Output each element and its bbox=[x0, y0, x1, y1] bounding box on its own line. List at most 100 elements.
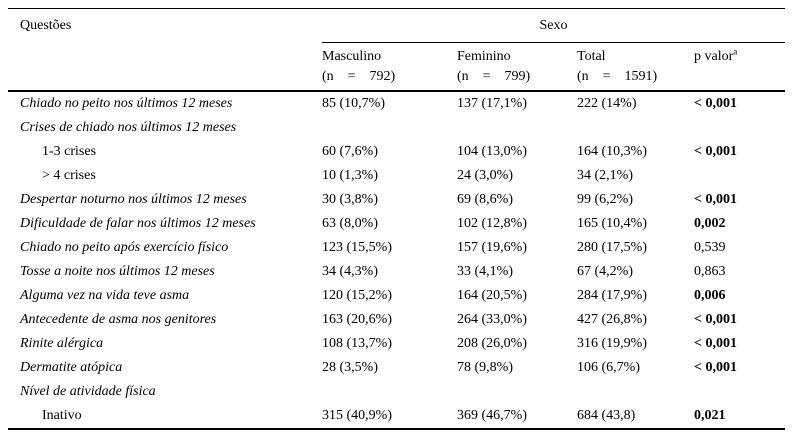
p-value: < 0,001 bbox=[694, 144, 737, 159]
p-value: 0,002 bbox=[694, 216, 726, 231]
masculino-value: 163 (20,6%) bbox=[322, 312, 392, 327]
header-row-group: Questões Sexo bbox=[8, 8, 785, 43]
total-value: 684 (43,8) bbox=[577, 408, 636, 423]
question-label: Tosse a noite nos últimos 12 meses bbox=[20, 264, 215, 279]
feminino-n: (n = 799) bbox=[457, 68, 531, 84]
question-label: Inativo bbox=[42, 408, 82, 423]
masculino-value: 108 (13,7%) bbox=[322, 336, 392, 351]
table-row: 1-3 crises 60 (7,6%) 104 (13,0%) 164 (10… bbox=[8, 140, 785, 164]
p-value: < 0,001 bbox=[694, 192, 737, 207]
table-row: Rinite alérgica 108 (13,7%) 208 (26,0%) … bbox=[8, 332, 785, 356]
questions-column-header: Questões bbox=[20, 17, 72, 33]
total-value bbox=[577, 380, 694, 404]
p-value: 0,863 bbox=[694, 264, 726, 279]
table-body: Chiado no peito nos últimos 12 meses 85 … bbox=[8, 91, 785, 429]
p-value bbox=[694, 380, 785, 404]
total-value: 222 (14%) bbox=[577, 96, 637, 111]
feminino-column-header: Feminino (n = 799) bbox=[457, 42, 577, 92]
masculino-value: 85 (10,7%) bbox=[322, 96, 385, 111]
masculino-value: 30 (3,8%) bbox=[322, 192, 378, 207]
masculino-value: 63 (8,0%) bbox=[322, 216, 378, 231]
question-label: Chiado no peito nos últimos 12 meses bbox=[20, 96, 233, 111]
masculino-column-header: Masculino (n = 792) bbox=[322, 42, 457, 92]
question-label: Chiado no peito após exercício físico bbox=[20, 240, 229, 255]
question-label: Rinite alérgica bbox=[20, 336, 104, 351]
total-value: 34 (2,1%) bbox=[577, 168, 633, 183]
table-row: Alguma vez na vida teve asma 120 (15,2%)… bbox=[8, 284, 785, 308]
masculino-value: 120 (15,2%) bbox=[322, 288, 392, 303]
feminino-value: 69 (8,6%) bbox=[457, 192, 513, 207]
p-value bbox=[694, 116, 785, 140]
total-value: 284 (17,9%) bbox=[577, 288, 647, 303]
total-value: 67 (4,2%) bbox=[577, 264, 633, 279]
question-label: Antecedente de asma nos genitores bbox=[20, 312, 217, 327]
pvalue-label-text: p valor bbox=[694, 49, 734, 64]
feminino-value: 33 (4,1%) bbox=[457, 264, 513, 279]
total-value: 164 (10,3%) bbox=[577, 144, 647, 159]
feminino-value: 164 (20,5%) bbox=[457, 288, 527, 303]
masculino-value: 60 (7,6%) bbox=[322, 144, 378, 159]
question-label: Nível de atividade física bbox=[20, 384, 156, 399]
feminino-value: 157 (19,6%) bbox=[457, 240, 527, 255]
total-value bbox=[577, 116, 694, 140]
table-row: Chiado no peito após exercício físico 12… bbox=[8, 236, 785, 260]
empty-header-cell bbox=[8, 42, 322, 92]
feminino-value: 264 (33,0%) bbox=[457, 312, 527, 327]
question-label: Alguma vez na vida teve asma bbox=[20, 288, 190, 303]
question-label: > 4 crises bbox=[42, 168, 96, 183]
pvalue-label: p valora bbox=[694, 47, 785, 67]
feminino-value: 102 (12,8%) bbox=[457, 216, 527, 231]
question-label: Despertar noturno nos últimos 12 meses bbox=[20, 192, 247, 207]
table-header: Questões Sexo Masculino (n = 792) Femini… bbox=[8, 8, 785, 92]
masculino-value: 28 (3,5%) bbox=[322, 360, 378, 375]
feminino-label: Feminino bbox=[457, 48, 511, 64]
table-row: Chiado no peito nos últimos 12 meses 85 … bbox=[8, 91, 785, 116]
masculino-value: 10 (1,3%) bbox=[322, 168, 378, 183]
table-row: Antecedente de asma nos genitores 163 (2… bbox=[8, 308, 785, 332]
table-row: Nível de atividade física bbox=[8, 380, 785, 404]
total-n: (n = 1591) bbox=[577, 68, 658, 84]
masculino-n: (n = 792) bbox=[322, 68, 396, 84]
p-value: < 0,001 bbox=[694, 96, 737, 111]
table-row: Crises de chiado nos últimos 12 meses bbox=[8, 116, 785, 140]
table-row: Inativo 315 (40,9%) 369 (46,7%) 684 (43,… bbox=[8, 404, 785, 429]
header-row-columns: Masculino (n = 792) Feminino (n = 799) T… bbox=[8, 42, 785, 92]
table-row: Dermatite atópica 28 (3,5%) 78 (9,8%) 10… bbox=[8, 356, 785, 380]
p-value: < 0,001 bbox=[694, 312, 737, 327]
masculino-value: 34 (4,3%) bbox=[322, 264, 378, 279]
feminino-value: 24 (3,0%) bbox=[457, 168, 513, 183]
question-label: Dificuldade de falar nos últimos 12 mese… bbox=[20, 216, 256, 231]
p-value: < 0,001 bbox=[694, 360, 737, 375]
pvalue-column-header: p valora bbox=[694, 42, 785, 92]
feminino-value: 137 (17,1%) bbox=[457, 96, 527, 111]
total-value: 106 (6,7%) bbox=[577, 360, 640, 375]
footnote-marker: a bbox=[733, 46, 738, 57]
p-value: < 0,001 bbox=[694, 336, 737, 351]
total-column-header: Total (n = 1591) bbox=[577, 42, 694, 92]
question-label: Dermatite atópica bbox=[20, 360, 123, 375]
masculino-value bbox=[322, 116, 457, 140]
question-label: Crises de chiado nos últimos 12 meses bbox=[20, 120, 237, 135]
masculino-value: 123 (15,5%) bbox=[322, 240, 392, 255]
total-value: 165 (10,4%) bbox=[577, 216, 647, 231]
total-label: Total bbox=[577, 48, 606, 64]
p-value: 0,539 bbox=[694, 240, 726, 255]
total-value: 316 (19,9%) bbox=[577, 336, 647, 351]
masculino-label: Masculino bbox=[322, 48, 382, 64]
total-value: 280 (17,5%) bbox=[577, 240, 647, 255]
table-row: Tosse a noite nos últimos 12 meses 34 (4… bbox=[8, 260, 785, 284]
total-value: 427 (26,8%) bbox=[577, 312, 647, 327]
p-value bbox=[694, 164, 785, 188]
sexo-group-header: Sexo bbox=[322, 8, 785, 43]
feminino-value bbox=[457, 116, 577, 140]
feminino-value: 78 (9,8%) bbox=[457, 360, 513, 375]
feminino-value bbox=[457, 380, 577, 404]
table-row: > 4 crises 10 (1,3%) 24 (3,0%) 34 (2,1%) bbox=[8, 164, 785, 188]
feminino-value: 369 (46,7%) bbox=[457, 408, 527, 423]
statistics-table: Questões Sexo Masculino (n = 792) Femini… bbox=[8, 8, 785, 430]
p-value: 0,006 bbox=[694, 288, 726, 303]
table-row: Dificuldade de falar nos últimos 12 mese… bbox=[8, 212, 785, 236]
total-value: 99 (6,2%) bbox=[577, 192, 633, 207]
p-value: 0,021 bbox=[694, 408, 726, 423]
